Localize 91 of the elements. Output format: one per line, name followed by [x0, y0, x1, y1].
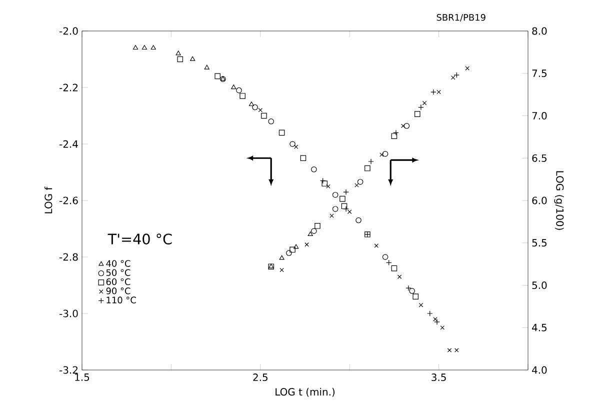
legend-label: 40 °C — [106, 260, 130, 267]
point — [231, 84, 236, 90]
y-tick-label: -3.0 — [60, 310, 78, 318]
point — [290, 141, 296, 147]
legend-label: 60 °C — [106, 278, 130, 286]
point — [364, 165, 370, 172]
point — [314, 223, 320, 229]
point — [414, 111, 420, 117]
point — [190, 56, 196, 61]
y2-tick-label: 5.0 — [532, 281, 547, 290]
annotation: T'=40 °C — [108, 234, 172, 244]
point — [204, 64, 210, 70]
point — [436, 90, 441, 94]
point — [176, 50, 181, 56]
point — [294, 144, 298, 149]
point — [330, 214, 334, 218]
point — [248, 102, 254, 106]
point — [286, 250, 292, 256]
point — [332, 206, 338, 212]
point — [214, 73, 220, 80]
point — [340, 196, 346, 202]
point — [354, 183, 359, 188]
point — [391, 133, 398, 139]
y2-tick-label: 7.0 — [532, 112, 547, 120]
legend-label: 110 °C — [106, 296, 136, 304]
y-tick-label: -2.0 — [60, 27, 78, 35]
point — [391, 265, 398, 272]
point — [278, 130, 285, 136]
point — [279, 255, 284, 260]
x-axis-title: LOG t (min.) — [276, 388, 335, 397]
point — [422, 100, 427, 106]
y-axis-title: LOG f — [44, 186, 52, 214]
point — [332, 192, 338, 198]
point — [356, 217, 362, 224]
point — [454, 348, 459, 352]
x-tick-label: 1.5 — [75, 374, 90, 381]
y2-tick-label: 7.5 — [532, 70, 546, 78]
y-tick-label: -2.4 — [60, 140, 78, 148]
point — [326, 184, 330, 189]
point — [465, 66, 470, 70]
point — [357, 178, 364, 185]
y2-tick-label: 8.0 — [532, 27, 547, 35]
point — [261, 112, 267, 119]
point — [311, 166, 317, 172]
point — [268, 118, 274, 124]
point — [440, 325, 445, 330]
point — [236, 87, 242, 94]
point — [380, 152, 384, 157]
y2-tick-label: 4.5 — [532, 324, 546, 332]
point — [132, 45, 138, 50]
point — [397, 274, 402, 279]
x-tick-label: 2.5 — [253, 374, 268, 382]
point — [404, 123, 410, 129]
point — [400, 124, 406, 128]
point — [412, 294, 419, 300]
point — [447, 348, 452, 352]
point — [304, 242, 309, 247]
point — [308, 232, 313, 236]
chart-title: SBR1/PB19 — [436, 14, 486, 22]
point — [322, 180, 328, 186]
y2-tick-label: 6.0 — [532, 196, 547, 204]
point — [347, 210, 352, 214]
point — [311, 228, 317, 234]
point — [382, 150, 388, 157]
point — [382, 254, 388, 260]
y2-tick-label: 6.5 — [532, 154, 546, 162]
x-tick-label: 3.5 — [432, 374, 446, 382]
y2-axis-title: LOG (g/100) — [554, 171, 564, 230]
point — [433, 317, 438, 322]
legend-label: 50 °C — [106, 269, 130, 276]
point — [252, 104, 258, 110]
point — [290, 246, 296, 253]
point — [300, 155, 306, 162]
y2-tick-label: 4.0 — [532, 366, 547, 374]
point — [142, 45, 147, 50]
y-tick-label: -2.8 — [60, 253, 78, 261]
point — [150, 45, 156, 50]
point — [294, 244, 299, 249]
point — [177, 56, 184, 62]
point — [280, 268, 284, 272]
point — [409, 288, 415, 294]
y-tick-label: -2.2 — [60, 84, 78, 92]
y2-tick-label: 5.5 — [532, 239, 546, 247]
legend-label: 90 °C — [106, 288, 130, 294]
y-tick-label: -3.2 — [60, 366, 78, 374]
point — [258, 108, 263, 112]
y-tick-label: -2.6 — [60, 196, 78, 204]
point — [418, 302, 424, 308]
point — [341, 203, 348, 210]
point — [240, 93, 246, 99]
point — [374, 244, 378, 248]
